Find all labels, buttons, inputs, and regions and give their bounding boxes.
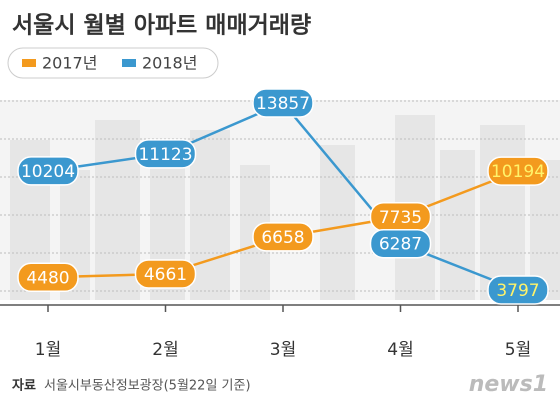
source: 서울시부동산정보광장(5월22일 기준) xyxy=(44,379,251,394)
data-label-box xyxy=(134,259,197,289)
data-label: 6287 xyxy=(379,235,422,255)
data-label-box xyxy=(252,88,314,118)
legend-label: 2017년 xyxy=(42,54,97,73)
x-tick-label: 5월 xyxy=(505,340,531,360)
legend: 2017년 2018년 xyxy=(22,54,197,73)
data-label: 4661 xyxy=(144,265,187,285)
source-label: 자료 xyxy=(12,379,36,394)
legend-swatch xyxy=(22,59,36,67)
legend-box xyxy=(7,47,219,79)
x-tick-label: 2월 xyxy=(152,340,178,360)
data-label: 7735 xyxy=(379,208,422,228)
data-label-box xyxy=(369,228,432,259)
plot: 1월 2월 3월 4월 5월 4480 4661 6658 7735 10194 10204 1112… xyxy=(17,88,549,360)
data-label-box xyxy=(134,139,197,169)
x-tick-label: 3월 xyxy=(270,340,296,360)
legend-label: 2018년 xyxy=(142,54,197,73)
x-tick-label: 1월 xyxy=(35,340,61,360)
data-label: 4480 xyxy=(26,268,69,288)
data-label: 13857 xyxy=(256,94,310,114)
data-label-box xyxy=(487,156,549,186)
data-label: 10204 xyxy=(21,162,75,182)
data-label: 3797 xyxy=(496,281,539,301)
data-label: 11123 xyxy=(138,145,192,165)
data-label-box xyxy=(252,222,314,252)
data-label: 10194 xyxy=(491,162,545,182)
data-label-box xyxy=(17,156,79,186)
chart-title: 서울시 월별 아파트 매매거래량 xyxy=(12,13,311,39)
data-label-box xyxy=(487,275,549,305)
legend-swatch xyxy=(122,59,136,67)
logo: news1 xyxy=(469,372,548,397)
x-tick-label: 4월 xyxy=(387,340,413,360)
data-label: 6658 xyxy=(261,228,304,248)
data-label-box xyxy=(17,262,79,293)
